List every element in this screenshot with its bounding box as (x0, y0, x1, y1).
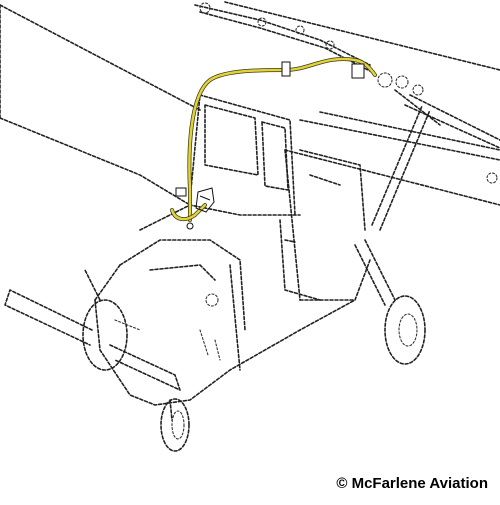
main-gear (354, 239, 426, 365)
cabin (189, 94, 366, 301)
wing-strut (371, 94, 500, 231)
left-wing (0, 4, 201, 206)
nose-gear (160, 398, 190, 452)
highlighted-line (170, 57, 377, 222)
right-wing (224, 1, 500, 206)
fuselage (94, 204, 371, 406)
line-fittings (175, 61, 365, 230)
propeller (4, 269, 181, 391)
copyright-credit: © McFarlene Aviation (336, 475, 488, 492)
